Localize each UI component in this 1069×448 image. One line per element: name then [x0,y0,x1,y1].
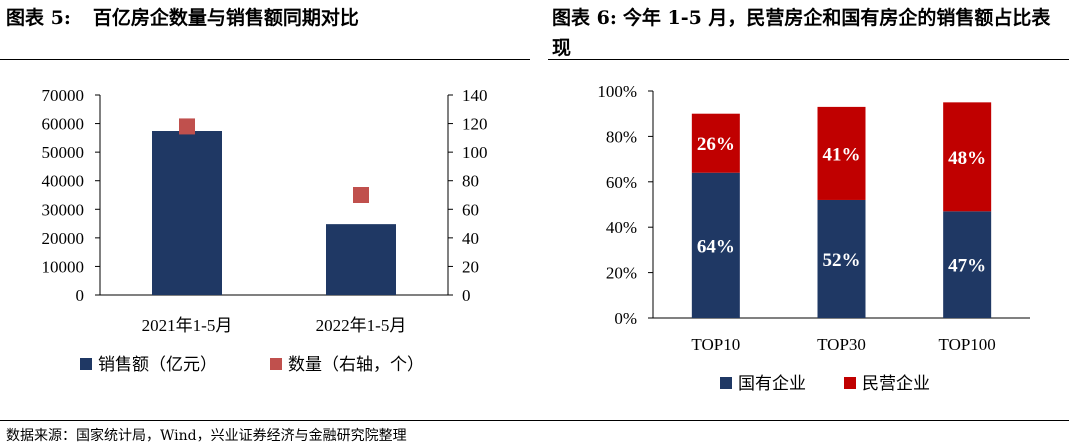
source-divider [0,420,1069,421]
private-bar-segment [943,102,992,212]
data-source-note: 数据来源：国家统计局，Wind，兴业证券经济与金融研究院整理 [6,428,407,444]
legend-swatch-sales [80,358,92,370]
left-y-tick-label: 10000 [42,257,85,276]
count-marker [353,187,369,203]
right-y-tick-label: 0 [462,286,471,305]
soe-data-label: 47% [948,256,986,277]
sales-bar [326,224,396,295]
stack-x-category-label: TOP30 [817,335,866,354]
legend-swatch-count [270,358,282,370]
figure-caption-right: 图表 6: 今年 1-5 月，民营房企和国有房企的销售额占比表现 [552,3,1067,63]
caption-divider-left [0,59,530,60]
right-y-tick-label: 100 [462,143,488,162]
left-y-tick-label: 50000 [42,143,85,162]
right-y-tick-label: 80 [462,172,479,191]
figure-number-left: 图表 5: [6,7,71,29]
left-y-tick-label: 70000 [42,86,85,105]
stack-x-category-label: TOP100 [939,335,996,354]
caption-divider-right [548,59,1069,60]
left-y-tick-label: 60000 [42,115,85,134]
legend-swatch-private [844,377,856,389]
stack-y-tick-label: 20% [606,264,637,283]
soe-data-label: 52% [823,250,861,271]
legend-label-private: 民营企业 [862,374,930,393]
private-data-label: 48% [948,148,986,169]
legend-label-sales: 销售额（亿元） [98,355,217,374]
figure-caption-left: 图表 5: 百亿房企数量与销售额同期对比 [6,3,506,33]
soe-bar-segment [943,211,992,318]
left-y-tick-label: 40000 [42,172,85,191]
figure-number-right: 图表 6: [552,7,617,29]
left-y-tick-label: 0 [76,286,85,305]
stack-y-tick-label: 60% [606,173,637,192]
stack-y-tick-label: 100% [597,82,637,101]
x-category-label: 2022年1-5月 [316,316,407,335]
stack-y-tick-label: 0% [614,309,637,328]
private-data-label: 26% [697,134,735,155]
figure-title-left: 百亿房企数量与销售额同期对比 [92,7,359,29]
private-bar-segment [691,113,740,173]
stack-y-tick-label: 40% [606,218,637,237]
private-data-label: 41% [823,144,861,165]
soe-bar-segment [691,172,740,318]
left-y-tick-label: 20000 [42,229,85,248]
right-y-tick-label: 120 [462,115,488,134]
sales-bar [152,131,222,295]
soe-bar-segment [817,199,866,318]
left-y-tick-label: 30000 [42,200,85,219]
legend-label-count: 数量（右轴，个） [288,355,424,374]
count-marker [179,118,195,135]
soe-data-label: 64% [697,236,735,257]
figure-title-right: 今年 1-5 月，民营房企和国有房企的销售额占比表现 [552,7,1051,59]
right-y-tick-label: 60 [462,200,479,219]
stack-y-tick-label: 80% [606,127,637,146]
right-y-tick-label: 40 [462,229,479,248]
right-y-tick-label: 20 [462,257,479,276]
private-bar-segment [817,106,866,200]
legend-swatch-soe [720,377,732,389]
x-category-label: 2021年1-5月 [142,316,233,335]
legend-label-soe: 国有企业 [738,374,806,393]
stack-x-category-label: TOP10 [691,335,740,354]
right-y-tick-label: 140 [462,86,488,105]
